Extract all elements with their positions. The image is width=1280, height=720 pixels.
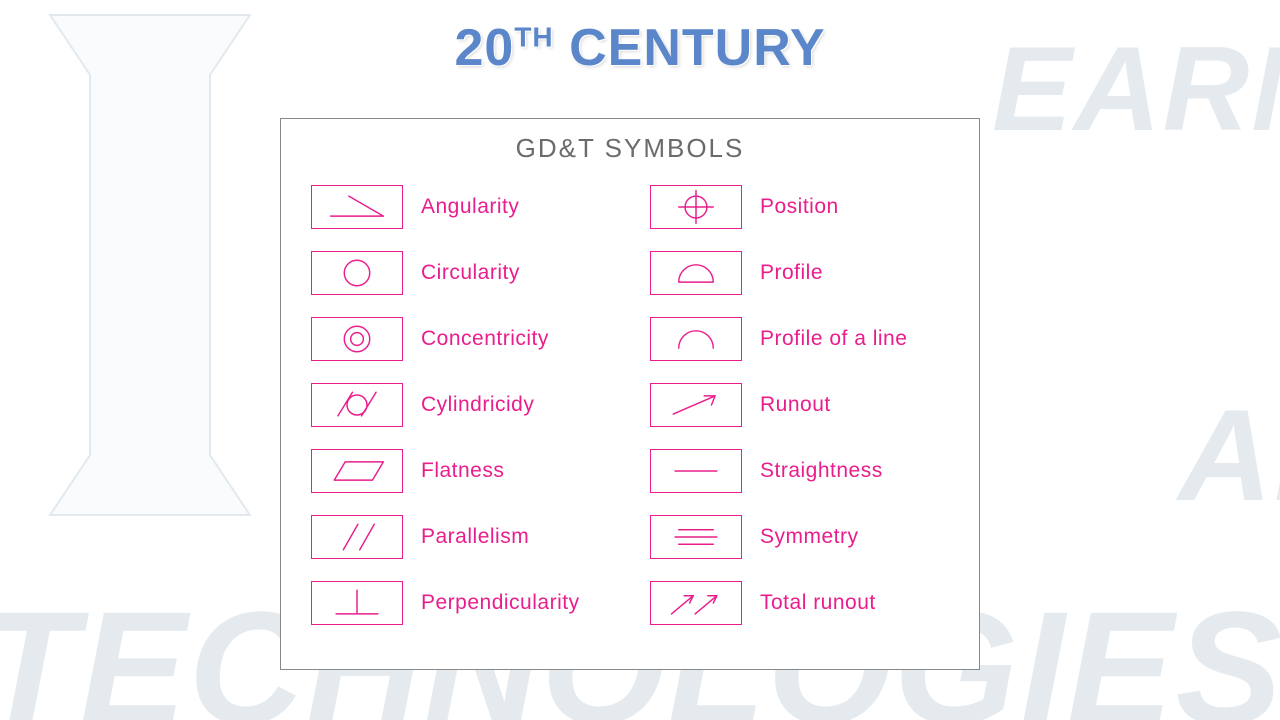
symbol-row-perpendicularity: Perpendicularity bbox=[311, 570, 610, 636]
watermark-ibeam bbox=[40, 5, 260, 525]
symbol-row-parallelism: Parallelism bbox=[311, 504, 610, 570]
label-total-runout: Total runout bbox=[760, 591, 876, 615]
symbol-row-flatness: Flatness bbox=[311, 438, 610, 504]
watermark-text-mid: AD bbox=[1178, 380, 1280, 530]
symbol-row-straightness: Straightness bbox=[650, 438, 949, 504]
flatness-icon bbox=[311, 449, 403, 493]
label-concentricity: Concentricity bbox=[421, 327, 549, 351]
symbol-row-concentricity: Concentricity bbox=[311, 306, 610, 372]
label-profile-line: Profile of a line bbox=[760, 327, 907, 351]
concentricity-icon bbox=[311, 317, 403, 361]
label-profile-surface: Profile bbox=[760, 261, 823, 285]
label-angularity: Angularity bbox=[421, 195, 519, 219]
position-icon bbox=[650, 185, 742, 229]
total-runout-icon bbox=[650, 581, 742, 625]
label-flatness: Flatness bbox=[421, 459, 504, 483]
symbol-row-profile-surface: Profile bbox=[650, 240, 949, 306]
symmetry-icon bbox=[650, 515, 742, 559]
title-part1: 20 bbox=[454, 19, 514, 77]
label-circularity: Circularity bbox=[421, 261, 520, 285]
runout-icon bbox=[650, 383, 742, 427]
panel-title: GD&T SYMBOLS bbox=[281, 119, 979, 174]
parallelism-icon bbox=[311, 515, 403, 559]
perpendicularity-icon bbox=[311, 581, 403, 625]
symbol-row-runout: Runout bbox=[650, 372, 949, 438]
symbol-row-profile-line: Profile of a line bbox=[650, 306, 949, 372]
symbol-row-circularity: Circularity bbox=[311, 240, 610, 306]
cylindricity-icon bbox=[311, 383, 403, 427]
profile-surface-icon bbox=[650, 251, 742, 295]
symbol-row-cylindricity: Cylindricidy bbox=[311, 372, 610, 438]
profile-line-icon bbox=[650, 317, 742, 361]
symbols-column-left: Angularity Circularity Concentricity Cylind… bbox=[311, 174, 610, 636]
label-straightness: Straightness bbox=[760, 459, 883, 483]
title-part2: CENTURY bbox=[554, 19, 826, 77]
label-symmetry: Symmetry bbox=[760, 525, 859, 549]
symbol-row-symmetry: Symmetry bbox=[650, 504, 949, 570]
title-sup: TH bbox=[514, 22, 553, 53]
page-title: 20TH CENTURY bbox=[0, 18, 1280, 78]
label-position: Position bbox=[760, 195, 839, 219]
straightness-icon bbox=[650, 449, 742, 493]
symbol-row-total-runout: Total runout bbox=[650, 570, 949, 636]
label-parallelism: Parallelism bbox=[421, 525, 529, 549]
label-cylindricity: Cylindricidy bbox=[421, 393, 534, 417]
symbol-row-angularity: Angularity bbox=[311, 174, 610, 240]
symbols-panel: GD&T SYMBOLS Angularity Circularity Concen… bbox=[280, 118, 980, 670]
angularity-icon bbox=[311, 185, 403, 229]
label-runout: Runout bbox=[760, 393, 831, 417]
symbol-row-position: Position bbox=[650, 174, 949, 240]
label-perpendicularity: Perpendicularity bbox=[421, 591, 580, 615]
symbols-columns: Angularity Circularity Concentricity Cylind… bbox=[281, 174, 979, 656]
symbols-column-right: Position Profile Profile of a line Runout St… bbox=[650, 174, 949, 636]
circularity-icon bbox=[311, 251, 403, 295]
